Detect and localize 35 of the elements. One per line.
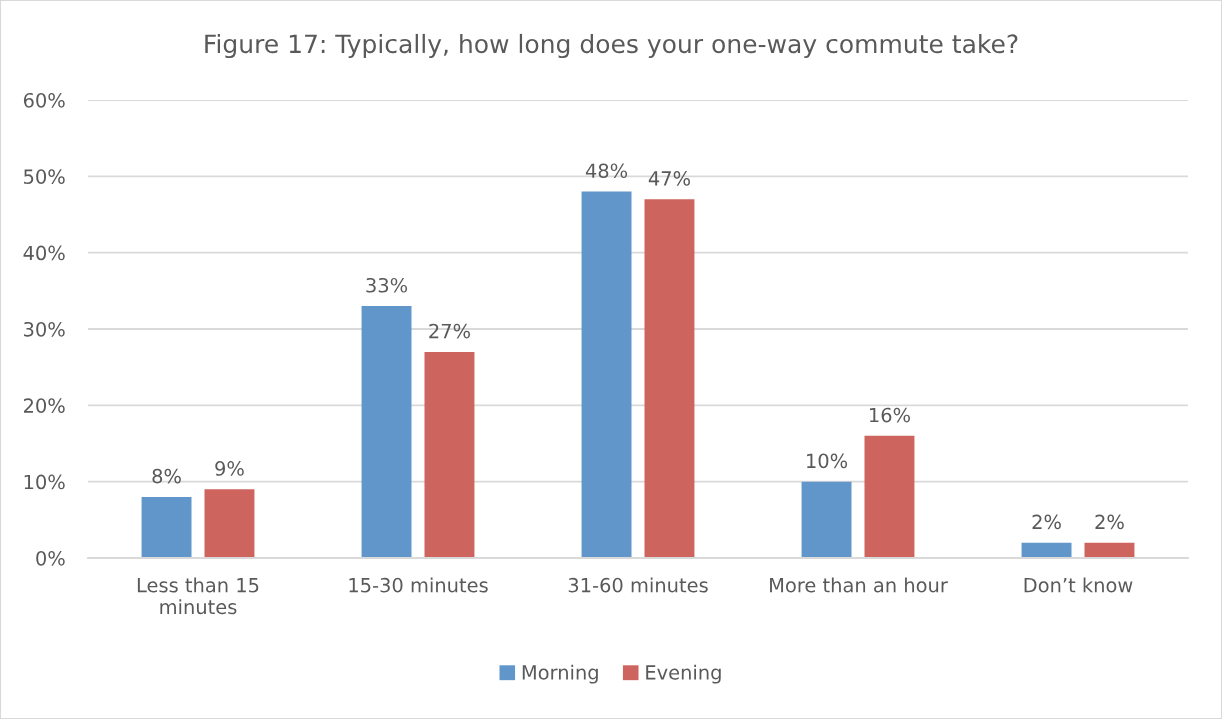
bar bbox=[1084, 542, 1135, 558]
bar bbox=[581, 191, 632, 558]
data-label: 2% bbox=[1095, 514, 1124, 530]
y-tick-label: 10% bbox=[24, 474, 65, 490]
data-label: 8% bbox=[152, 468, 181, 484]
y-tick-label: 50% bbox=[24, 169, 65, 184]
x-tick-label: Don’t know bbox=[1024, 577, 1133, 593]
bar bbox=[361, 306, 412, 558]
data-label: 47% bbox=[648, 171, 690, 186]
x-tick-label: More than an hour bbox=[770, 577, 948, 593]
y-tick-label: 30% bbox=[24, 321, 65, 337]
data-label: 48% bbox=[585, 163, 628, 179]
chart-title: Figure 17: Typically, how long does your one-way commute take? bbox=[205, 33, 1018, 59]
data-label: 33% bbox=[366, 277, 408, 293]
bar bbox=[204, 489, 255, 558]
x-tick-label: 15-30 minutes bbox=[349, 577, 488, 593]
y-tick-label: 60% bbox=[23, 92, 65, 108]
x-tick-label: 31-60 minutes bbox=[568, 577, 708, 593]
bar bbox=[864, 435, 915, 558]
data-label: 10% bbox=[807, 453, 848, 469]
bar bbox=[644, 199, 695, 558]
data-label: 16% bbox=[869, 407, 910, 423]
legend-label: Evening bbox=[646, 664, 721, 684]
x-tick-label: Less than 15 minutes bbox=[137, 577, 259, 615]
data-label: 2% bbox=[1032, 514, 1061, 530]
legend-label: Morning bbox=[522, 664, 598, 684]
y-tick-label: 40% bbox=[23, 245, 65, 261]
bar bbox=[141, 496, 192, 558]
data-label: 27% bbox=[429, 323, 470, 339]
y-tick-label: 0% bbox=[36, 550, 65, 566]
bar bbox=[1021, 542, 1072, 558]
data-label: 9% bbox=[215, 461, 244, 476]
bar bbox=[424, 351, 475, 558]
y-tick-label: 20% bbox=[23, 398, 65, 413]
bar bbox=[801, 481, 852, 558]
